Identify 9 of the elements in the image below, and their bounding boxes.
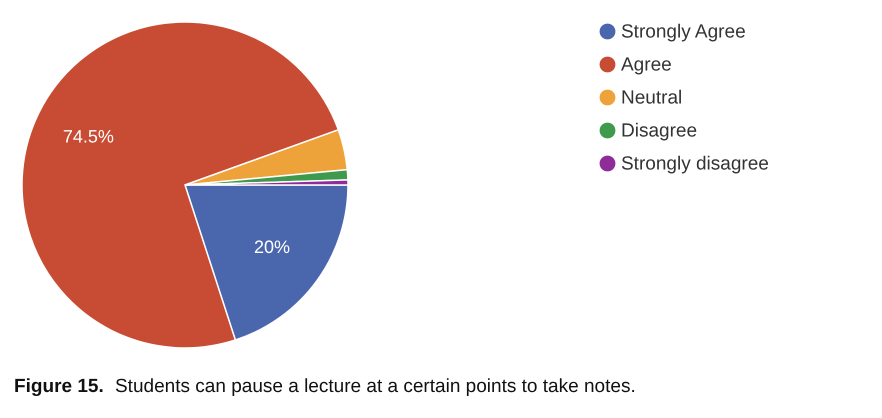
data-label: 20% (254, 237, 290, 258)
legend-label: Neutral (621, 88, 682, 108)
data-label: 74.5% (62, 126, 114, 147)
text: Students can pause a lecture at a certain points to take notes. (115, 376, 636, 397)
legend-label: Disagree (621, 120, 698, 142)
legend-label: Agree (621, 54, 672, 76)
caption: Figure 15. (14, 376, 104, 397)
legend-label: Strongly disagree (621, 154, 769, 174)
legend-label: Strongly Agree (621, 22, 746, 42)
